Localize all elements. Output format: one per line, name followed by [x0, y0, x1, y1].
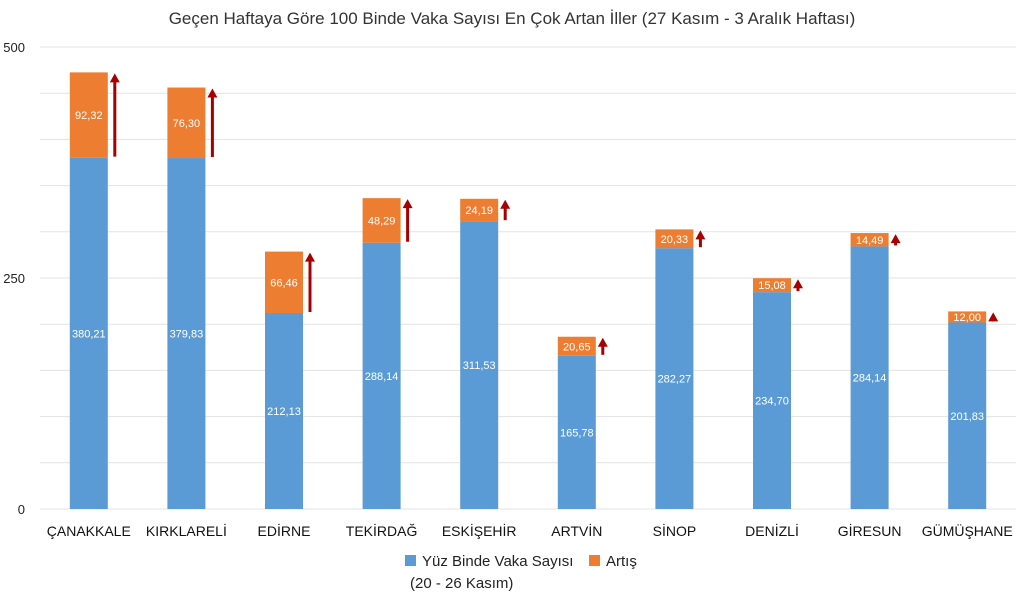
x-category-label: DENİZLİ	[745, 522, 799, 539]
chart-title: Geçen Haftaya Göre 100 Binde Vaka Sayısı…	[169, 9, 856, 28]
bar-base	[850, 246, 889, 509]
bars: 380,21 92,32 379,83 76,30 212,13 66,46 288,14 4…	[69, 72, 987, 509]
x-axis-labels: ÇANAKKALE KIRKLARELİ EDİRNE TEKİRDAĞ ESKİŞEH…	[47, 522, 1013, 539]
x-category-label: GÜMÜŞHANE	[922, 522, 1013, 539]
bar-base-value-label: 379,83	[170, 329, 204, 341]
bar-increase	[69, 72, 108, 158]
bar-increase	[265, 251, 303, 313]
x-category-label: GİRESUN	[838, 522, 902, 539]
increase-arrow-head	[695, 230, 706, 240]
bar-base-value-label: 212,13	[267, 406, 301, 418]
bar-increase-value-label: 15,08	[758, 280, 786, 292]
y-tick-label: 250	[3, 271, 25, 286]
bar-increase-value-label: 12,00	[953, 312, 981, 324]
x-category-label: SİNOP	[653, 522, 697, 539]
legend-label: Yüz Binde Vaka Sayısı	[422, 553, 573, 570]
x-category-label: ESKİŞEHİR	[442, 522, 517, 539]
increase-arrow-head	[988, 312, 999, 322]
y-tick-label: 500	[3, 40, 25, 55]
bar-base	[167, 158, 206, 509]
bar-increase-value-label: 76,30	[173, 118, 201, 130]
bar-base	[557, 355, 596, 509]
increase-arrows	[109, 73, 999, 355]
increase-arrow-head	[793, 279, 803, 289]
bar-base	[655, 248, 694, 509]
x-category-label: ÇANAKKALE	[47, 523, 131, 539]
increase-arrow-head	[597, 337, 608, 347]
bar-base-value-label: 288,14	[365, 371, 399, 383]
legend-label: (20 - 26 Kasım)	[410, 575, 513, 592]
bar-increase	[557, 336, 596, 356]
bar-increase-value-label: 20,65	[563, 341, 591, 353]
increase-arrow-head	[500, 199, 511, 209]
bar-base-value-label: 201,83	[950, 411, 984, 423]
bar-base	[362, 242, 401, 509]
bar-increase	[948, 311, 987, 323]
bar-increase	[850, 233, 889, 247]
bar-increase	[362, 198, 401, 243]
bar-base	[69, 157, 108, 509]
bar-base	[753, 292, 791, 509]
increase-arrow-head	[207, 88, 218, 98]
bar-increase-value-label: 14,49	[856, 235, 884, 247]
bar-increase-value-label: 92,32	[75, 110, 103, 122]
bar-base-value-label: 234,70	[755, 396, 789, 408]
bar-increase	[460, 198, 499, 222]
y-tick-label: 0	[18, 502, 25, 517]
bar-increase-value-label: 20,33	[661, 234, 689, 246]
x-category-label: TEKİRDAĞ	[346, 522, 418, 539]
legend-label: Artış	[606, 553, 637, 570]
y-axis-ticks: 0 250 500	[3, 40, 25, 517]
legend: Yüz Binde Vaka Sayısı (20 - 26 Kasım) Artı…	[405, 553, 637, 592]
x-category-label: ARTVİN	[551, 522, 602, 539]
bar-base	[265, 312, 303, 509]
bar-base	[948, 322, 987, 509]
bar-increase-value-label: 48,29	[368, 215, 396, 227]
legend-swatch	[405, 555, 416, 566]
bar-increase-value-label: 24,19	[465, 205, 493, 217]
increase-arrow-head	[402, 199, 413, 209]
bar-base-value-label: 282,27	[658, 374, 692, 386]
x-category-label: KIRKLARELİ	[146, 522, 227, 539]
bar-increase-value-label: 66,46	[270, 277, 298, 289]
increase-arrow-head	[890, 234, 901, 244]
bar-base-value-label: 311,53	[463, 360, 496, 372]
x-category-label: EDİRNE	[258, 522, 311, 539]
bar-base-value-label: 284,14	[853, 373, 887, 385]
bar-increase	[655, 229, 694, 249]
bar-increase	[167, 87, 206, 159]
increase-arrow-head	[305, 252, 315, 262]
bar-base-value-label: 380,21	[72, 328, 106, 340]
bar-base	[460, 221, 499, 509]
bar-increase	[753, 278, 791, 293]
legend-swatch	[589, 555, 600, 566]
bar-base-value-label: 165,78	[560, 427, 594, 439]
increase-arrow-head	[109, 73, 120, 83]
